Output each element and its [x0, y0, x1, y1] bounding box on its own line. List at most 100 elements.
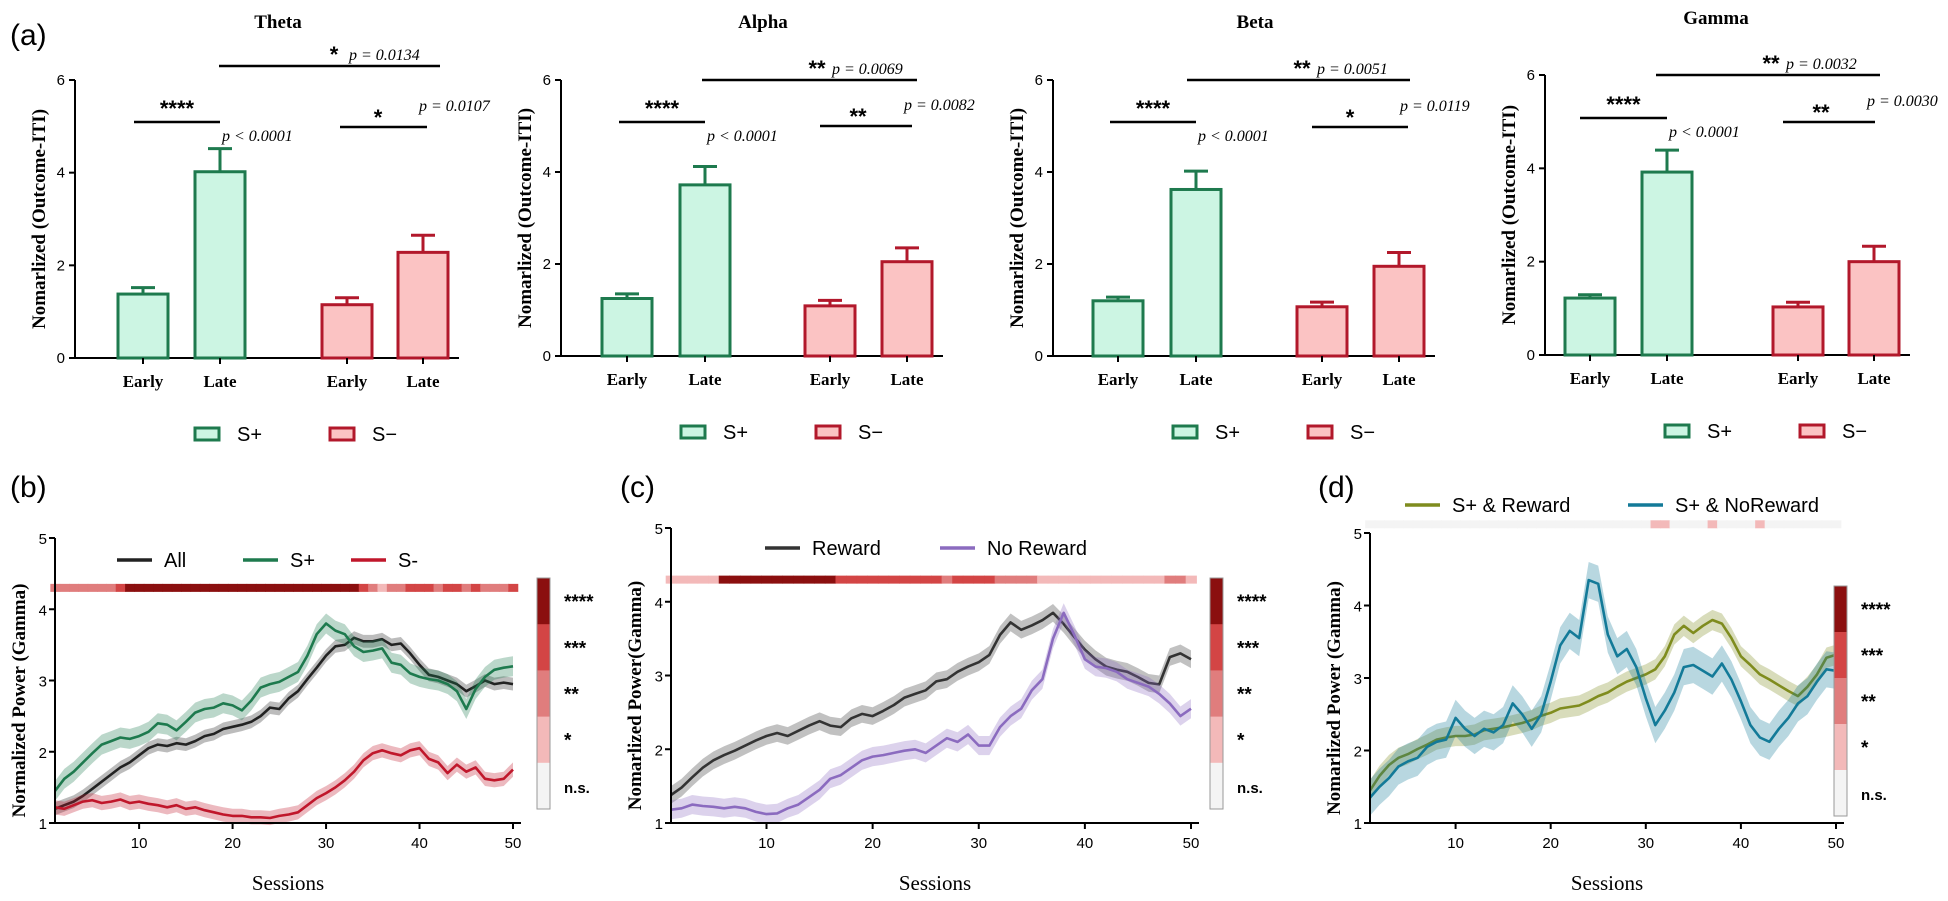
significance-cell: [1068, 575, 1081, 584]
x-tick-label: Early: [327, 372, 368, 391]
significance-stars: ****: [160, 96, 195, 121]
error-band-0: [671, 604, 1191, 804]
significance-cell: [489, 583, 500, 592]
legend-label-splus: S+: [237, 424, 262, 446]
colorbar-label: ***: [1861, 646, 1884, 667]
error-band-0: [1370, 609, 1836, 801]
bar: [600, 297, 654, 358]
error-band-0: [55, 631, 513, 816]
significance-cell: [782, 575, 794, 584]
significance-cell: [1593, 520, 1604, 529]
significance-cell: [218, 583, 229, 592]
significance-stars: **: [1812, 100, 1830, 125]
colorbar-segment: [537, 762, 550, 810]
colorbar-label: *: [1237, 731, 1245, 752]
y-tick-label: 5: [39, 531, 47, 548]
x-tick-label: Late: [688, 370, 722, 389]
x-axis-label: Sessions: [252, 871, 324, 895]
significance-cell: [1745, 520, 1756, 529]
significance-cell: [1783, 520, 1794, 529]
significance-cell: [246, 583, 257, 592]
significance-cell: [1422, 520, 1433, 529]
significance-stars: **: [1762, 51, 1780, 76]
legend-label-0: All: [164, 550, 186, 572]
y-tick-label: 1: [39, 816, 47, 833]
significance-stars: ****: [1136, 96, 1171, 121]
significance-cell: [1479, 520, 1490, 529]
significance-cell: [1707, 520, 1718, 529]
significance-cell: [1450, 520, 1461, 529]
colorbar-segment: [1210, 624, 1223, 671]
y-axis-label: Nomarlized (Outcome-ITI): [29, 109, 50, 329]
series-line-0: [54, 636, 514, 811]
significance-cell: [814, 575, 826, 584]
significance-cell: [227, 583, 238, 592]
x-tick-label: 10: [1447, 835, 1464, 852]
significance-cell: [377, 583, 388, 592]
x-tick-label: 20: [224, 835, 241, 852]
colorbar-segment: [1834, 724, 1847, 771]
legend-label-1: S+ & NoReward: [1675, 495, 1819, 517]
significance-cell: [846, 575, 858, 584]
colorbar-label: ****: [1861, 600, 1891, 621]
significance-cell: [1393, 520, 1404, 529]
x-axis-label: Sessions: [1571, 871, 1643, 895]
significance-cell: [143, 583, 154, 592]
significance-cell: [255, 583, 266, 592]
panel-label: (b): [10, 471, 47, 504]
x-tick-label: 30: [318, 835, 335, 852]
significance-cell: [442, 583, 453, 592]
significance-cell: [1545, 520, 1557, 529]
legend-swatch-sminus: [814, 424, 842, 440]
significance-cell: [199, 583, 210, 592]
significance-cell: [1555, 520, 1566, 529]
x-tick-label: 40: [411, 835, 428, 852]
significance-cell: [1802, 520, 1813, 529]
significance-stars: *: [330, 42, 339, 67]
error-band-1: [671, 603, 1191, 824]
significance-cell: [1175, 575, 1187, 584]
significance-cell: [1774, 520, 1785, 529]
significance-cell: [824, 575, 837, 584]
colorbar-label: n.s.: [1861, 787, 1887, 804]
significance-cell: [686, 575, 699, 584]
x-tick-label: Late: [1650, 369, 1684, 388]
significance-cell: [1507, 520, 1519, 529]
significance-cell: [1641, 520, 1652, 529]
significance-cell: [284, 583, 294, 592]
significance-cell: [697, 575, 709, 584]
significance-cell: [1403, 520, 1414, 529]
significance-cell: [340, 583, 351, 592]
colorbar-segment: [1210, 670, 1223, 718]
panel-label: (c): [620, 471, 655, 504]
legend-label-1: S+: [290, 550, 315, 572]
significance-cell: [1132, 575, 1144, 584]
colorbar-label: **: [1237, 685, 1252, 706]
significance-cell: [59, 583, 70, 592]
bar: [1091, 299, 1145, 358]
bar: [1372, 264, 1426, 358]
significance-cell: [293, 583, 304, 592]
y-tick-label: 4: [57, 165, 65, 182]
legend-swatch-sminus: [1798, 423, 1826, 439]
significance-cell: [312, 583, 322, 592]
y-axis-label: Nomarlized (Outcome-ITI): [1499, 105, 1520, 325]
significance-cell: [153, 583, 164, 592]
bar-chart-a_alpha: 0 2 4 6 Nomarlized (Outcome-ITI) Alpha Early La…: [515, 12, 975, 444]
significance-cell: [1793, 520, 1804, 529]
bar: [193, 170, 247, 360]
significance-cell: [835, 575, 847, 584]
significance-cell: [1583, 520, 1595, 529]
line-chart-b: All S+ S- 1 2 3 4 5 10 20 30 40 50 Sessions Normalized…: [9, 471, 594, 895]
significance-cell: [1564, 520, 1576, 529]
bar-chart-a_beta: 0 2 4 6 Nomarlized (Outcome-ITI) Beta Early Lat…: [1007, 12, 1470, 444]
significance-cell: [1764, 520, 1775, 529]
colorbar-segment: [1834, 678, 1847, 725]
bar: [1295, 305, 1349, 358]
p-value: p < 0.0001: [1668, 124, 1740, 141]
significance-cell: [1717, 520, 1728, 529]
error-band-2: [55, 741, 513, 826]
x-tick-label: Early: [1570, 369, 1611, 388]
significance-cell: [1015, 575, 1028, 584]
